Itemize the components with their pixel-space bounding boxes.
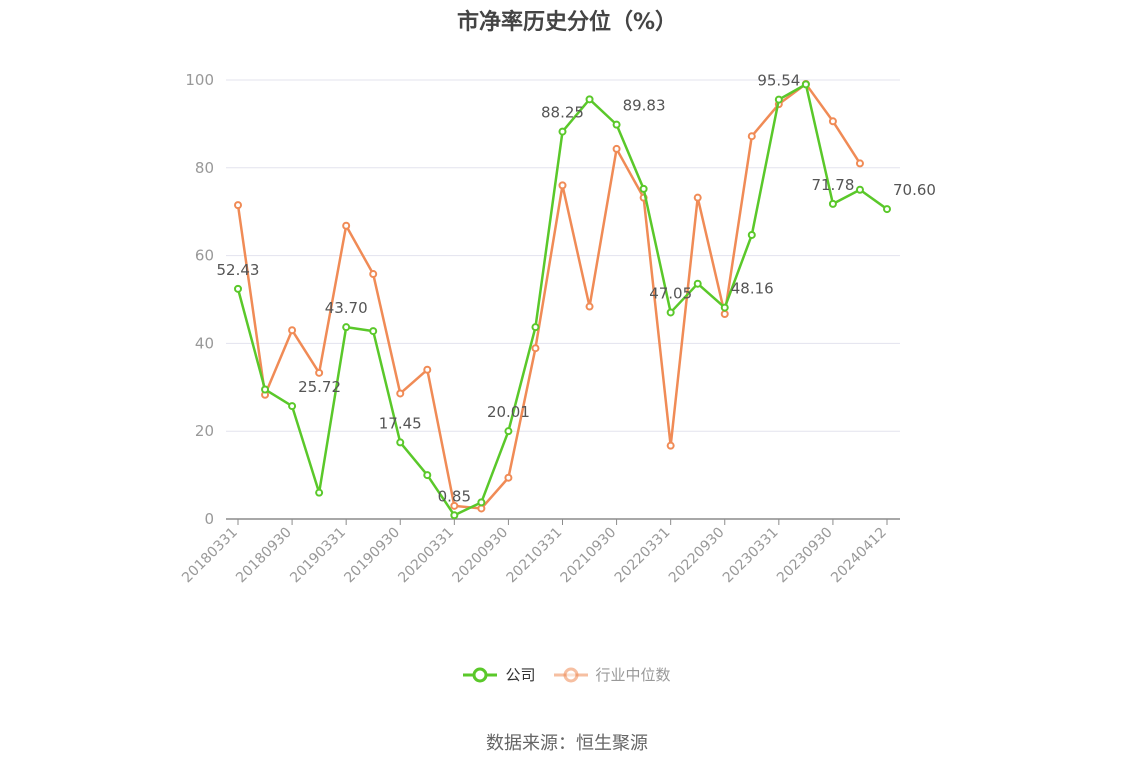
y-tick-label: 0 [204, 510, 214, 528]
data-label: 71.78 [811, 176, 854, 194]
x-tick-label: 20220930 [666, 525, 728, 587]
series-line-1 [236, 82, 862, 510]
data-point-0 [612, 120, 621, 129]
y-tick-label: 60 [195, 247, 214, 265]
data-point-0 [261, 385, 270, 394]
data-label: 0.85 [438, 487, 471, 505]
y-tick-label: 40 [195, 334, 214, 352]
data-point-1 [612, 144, 621, 153]
data-point-0 [342, 323, 351, 332]
x-tick-label: 20200331 [395, 525, 457, 587]
data-labels: 52.43 25.72 43.70 17.45 0.85 20.01 88.25 89.83 4… [217, 72, 936, 506]
data-point-1 [666, 441, 675, 450]
data-label: 47.05 [649, 284, 692, 302]
data-point-1 [288, 326, 297, 335]
data-point-1 [531, 344, 540, 353]
data-point-1 [747, 132, 756, 141]
data-point-1 [342, 221, 351, 230]
data-point-0 [639, 184, 648, 193]
data-point-0 [531, 323, 540, 332]
y-tick-label: 100 [185, 71, 214, 89]
x-tick-label: 20230930 [774, 525, 836, 587]
chart-title: 市净率历史分位（%） [456, 10, 678, 35]
data-label: 43.70 [325, 299, 368, 317]
data-point-0 [855, 185, 864, 194]
y-tick-label: 80 [195, 159, 214, 177]
x-tick-label: 20210930 [558, 525, 620, 587]
data-label: 48.16 [731, 280, 774, 298]
data-point-0 [504, 427, 513, 436]
data-point-0 [477, 498, 486, 507]
data-point-0 [585, 95, 594, 104]
data-point-1 [828, 117, 837, 126]
data-point-1 [423, 365, 432, 374]
legend-item-company[interactable]: 公司 [463, 664, 536, 685]
data-point-0 [666, 308, 675, 317]
data-point-1 [450, 501, 459, 510]
data-point-0 [828, 199, 837, 208]
data-label: 17.45 [379, 414, 422, 432]
x-tick-label: 20180331 [179, 525, 241, 587]
data-label: 95.54 [757, 72, 800, 90]
data-label: 88.25 [541, 104, 584, 122]
x-tick-label: 20190930 [341, 525, 403, 587]
data-point-0 [396, 438, 405, 447]
legend: 公司 行业中位数 [0, 664, 1134, 685]
data-point-0 [801, 80, 810, 89]
series [234, 79, 891, 520]
data-point-0 [693, 279, 702, 288]
data-point-1 [504, 473, 513, 482]
data-point-0 [747, 230, 756, 239]
data-point-1 [585, 302, 594, 311]
data-point-1 [234, 201, 242, 210]
x-tick-label: 20210331 [504, 525, 566, 587]
legend-company-line-icon [463, 667, 498, 682]
source-note: 数据来源：恒生聚源 [486, 733, 648, 754]
x-tick-label: 20180930 [233, 525, 295, 587]
x-tick-label: 20200930 [450, 525, 512, 587]
grid-lines [226, 79, 900, 432]
data-point-0 [369, 327, 378, 336]
data-point-1 [477, 504, 486, 513]
data-label: 52.43 [217, 261, 260, 279]
data-label: 70.60 [893, 181, 936, 199]
x-tick-label: 20190331 [287, 525, 349, 587]
data-point-0 [883, 205, 891, 214]
data-point-1 [369, 270, 378, 279]
data-point-1 [315, 368, 324, 377]
data-point-1 [720, 309, 729, 318]
legend-label-industry: 行业中位数 [595, 666, 671, 684]
x-tick-label: 20220331 [612, 525, 674, 587]
legend-industry-line-icon [553, 667, 588, 682]
data-point-0 [450, 511, 459, 520]
data-point-0 [288, 402, 297, 411]
data-point-0 [774, 95, 783, 104]
legend-item-industry[interactable]: 行业中位数 [553, 664, 671, 685]
data-point-0 [720, 303, 729, 312]
data-label: 25.72 [298, 378, 341, 396]
data-point-0 [558, 127, 567, 136]
data-point-0 [234, 284, 242, 293]
data-point-1 [558, 181, 567, 190]
data-point-1 [855, 159, 864, 168]
legend-label-company: 公司 [505, 666, 536, 684]
data-point-0 [315, 488, 324, 497]
data-point-1 [693, 193, 702, 202]
y-tick-label: 20 [195, 422, 214, 440]
x-tick-label: 20240412 [828, 525, 890, 587]
data-point-1 [396, 389, 405, 398]
x-tick-label: 20230331 [720, 525, 782, 587]
data-label: 20.01 [487, 403, 530, 421]
data-point-0 [423, 471, 432, 480]
data-label: 89.83 [623, 97, 666, 115]
